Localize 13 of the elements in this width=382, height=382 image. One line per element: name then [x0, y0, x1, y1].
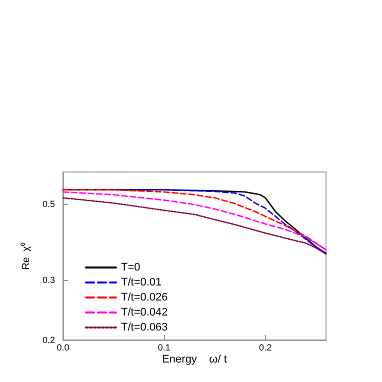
- y-tick-label: 0.2: [42, 335, 55, 345]
- y-tick-label: 0.5: [42, 198, 55, 209]
- y-tick-label: 0.3: [42, 274, 55, 285]
- legend-label: T/t=0.026: [121, 292, 168, 304]
- legend-label: T/t=0.01: [121, 276, 162, 288]
- legend-label: T=0: [121, 262, 140, 274]
- x-axis-title: Energy ω/ t: [162, 354, 227, 366]
- x-tick-label: 0.1: [158, 342, 170, 352]
- legend-label: T/t=0.042: [121, 306, 168, 318]
- x-tick-label: 0.0: [56, 342, 70, 352]
- legend-label: T/t=0.063: [121, 322, 168, 334]
- x-tick-label: 0.2: [259, 342, 272, 352]
- y-axis-title: Re χ⁰: [20, 242, 32, 270]
